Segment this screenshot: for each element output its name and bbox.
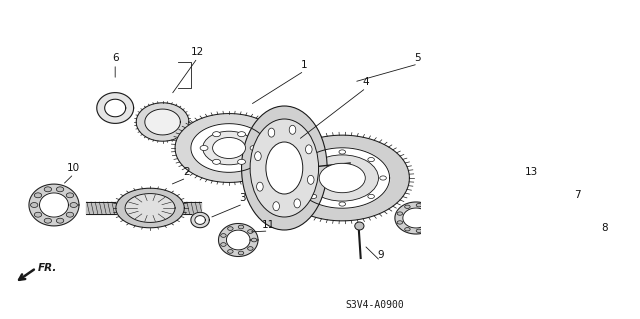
Ellipse shape bbox=[252, 238, 257, 242]
Text: 6: 6 bbox=[112, 53, 118, 63]
Ellipse shape bbox=[380, 176, 387, 180]
Ellipse shape bbox=[70, 203, 77, 207]
Ellipse shape bbox=[67, 193, 74, 198]
Ellipse shape bbox=[404, 227, 410, 231]
Ellipse shape bbox=[273, 202, 280, 211]
Ellipse shape bbox=[294, 199, 301, 208]
Text: 8: 8 bbox=[601, 223, 607, 233]
Ellipse shape bbox=[416, 229, 422, 233]
Text: 2: 2 bbox=[183, 167, 189, 177]
Ellipse shape bbox=[306, 155, 378, 201]
Ellipse shape bbox=[289, 125, 296, 134]
Ellipse shape bbox=[221, 234, 226, 237]
Ellipse shape bbox=[238, 225, 244, 229]
Ellipse shape bbox=[200, 145, 208, 151]
Text: 11: 11 bbox=[262, 220, 275, 230]
Polygon shape bbox=[275, 135, 410, 221]
Ellipse shape bbox=[355, 222, 364, 230]
Ellipse shape bbox=[35, 193, 42, 198]
Ellipse shape bbox=[339, 202, 346, 206]
Ellipse shape bbox=[426, 225, 432, 228]
Ellipse shape bbox=[35, 212, 42, 217]
Polygon shape bbox=[395, 202, 437, 234]
Polygon shape bbox=[40, 193, 68, 217]
Polygon shape bbox=[29, 184, 79, 226]
Text: 12: 12 bbox=[191, 47, 204, 57]
Polygon shape bbox=[442, 203, 461, 217]
Polygon shape bbox=[295, 148, 390, 208]
Ellipse shape bbox=[228, 227, 233, 230]
Polygon shape bbox=[105, 99, 125, 117]
Polygon shape bbox=[136, 103, 189, 141]
Ellipse shape bbox=[44, 218, 52, 223]
Ellipse shape bbox=[298, 176, 305, 180]
Ellipse shape bbox=[319, 163, 365, 193]
Ellipse shape bbox=[250, 145, 258, 151]
Polygon shape bbox=[116, 188, 184, 228]
Ellipse shape bbox=[266, 142, 303, 194]
Text: S3V4-A0900: S3V4-A0900 bbox=[346, 300, 404, 310]
Ellipse shape bbox=[426, 208, 432, 211]
Ellipse shape bbox=[237, 132, 246, 137]
Ellipse shape bbox=[339, 150, 346, 154]
Ellipse shape bbox=[307, 175, 314, 184]
Polygon shape bbox=[191, 124, 268, 172]
Text: 5: 5 bbox=[415, 53, 421, 63]
Ellipse shape bbox=[241, 106, 327, 230]
Polygon shape bbox=[125, 194, 175, 222]
Ellipse shape bbox=[212, 132, 221, 137]
Text: 4: 4 bbox=[363, 77, 369, 87]
Ellipse shape bbox=[250, 119, 319, 217]
Polygon shape bbox=[435, 197, 468, 224]
Ellipse shape bbox=[268, 128, 275, 137]
Ellipse shape bbox=[430, 216, 436, 220]
Ellipse shape bbox=[397, 221, 403, 224]
Text: 10: 10 bbox=[67, 163, 80, 173]
Ellipse shape bbox=[255, 152, 261, 161]
Ellipse shape bbox=[397, 212, 403, 215]
Polygon shape bbox=[227, 230, 250, 250]
Text: 13: 13 bbox=[525, 167, 538, 177]
Ellipse shape bbox=[237, 159, 246, 164]
Polygon shape bbox=[195, 216, 205, 224]
Ellipse shape bbox=[56, 218, 64, 223]
Polygon shape bbox=[175, 114, 283, 182]
Ellipse shape bbox=[203, 131, 255, 165]
Ellipse shape bbox=[67, 212, 74, 217]
Ellipse shape bbox=[310, 158, 317, 162]
Polygon shape bbox=[97, 93, 134, 123]
Ellipse shape bbox=[416, 204, 422, 207]
Ellipse shape bbox=[404, 205, 410, 208]
Ellipse shape bbox=[257, 182, 263, 191]
Ellipse shape bbox=[310, 194, 317, 198]
Text: 1: 1 bbox=[301, 60, 307, 70]
Ellipse shape bbox=[238, 251, 244, 255]
Polygon shape bbox=[218, 224, 258, 256]
Ellipse shape bbox=[248, 247, 253, 250]
Ellipse shape bbox=[305, 145, 312, 154]
Ellipse shape bbox=[56, 187, 64, 192]
Ellipse shape bbox=[368, 194, 374, 198]
Ellipse shape bbox=[44, 187, 52, 192]
Polygon shape bbox=[145, 109, 180, 135]
Text: 7: 7 bbox=[575, 190, 581, 200]
Text: 3: 3 bbox=[239, 193, 246, 203]
Polygon shape bbox=[403, 208, 429, 228]
Polygon shape bbox=[461, 218, 487, 238]
Text: 9: 9 bbox=[377, 250, 384, 260]
Ellipse shape bbox=[212, 137, 246, 159]
Ellipse shape bbox=[368, 158, 374, 162]
Polygon shape bbox=[191, 212, 209, 228]
Ellipse shape bbox=[212, 159, 221, 164]
Ellipse shape bbox=[221, 243, 226, 246]
Text: FR.: FR. bbox=[38, 263, 58, 273]
Ellipse shape bbox=[248, 230, 253, 234]
Polygon shape bbox=[466, 222, 482, 234]
Ellipse shape bbox=[31, 203, 38, 207]
Ellipse shape bbox=[228, 249, 233, 253]
